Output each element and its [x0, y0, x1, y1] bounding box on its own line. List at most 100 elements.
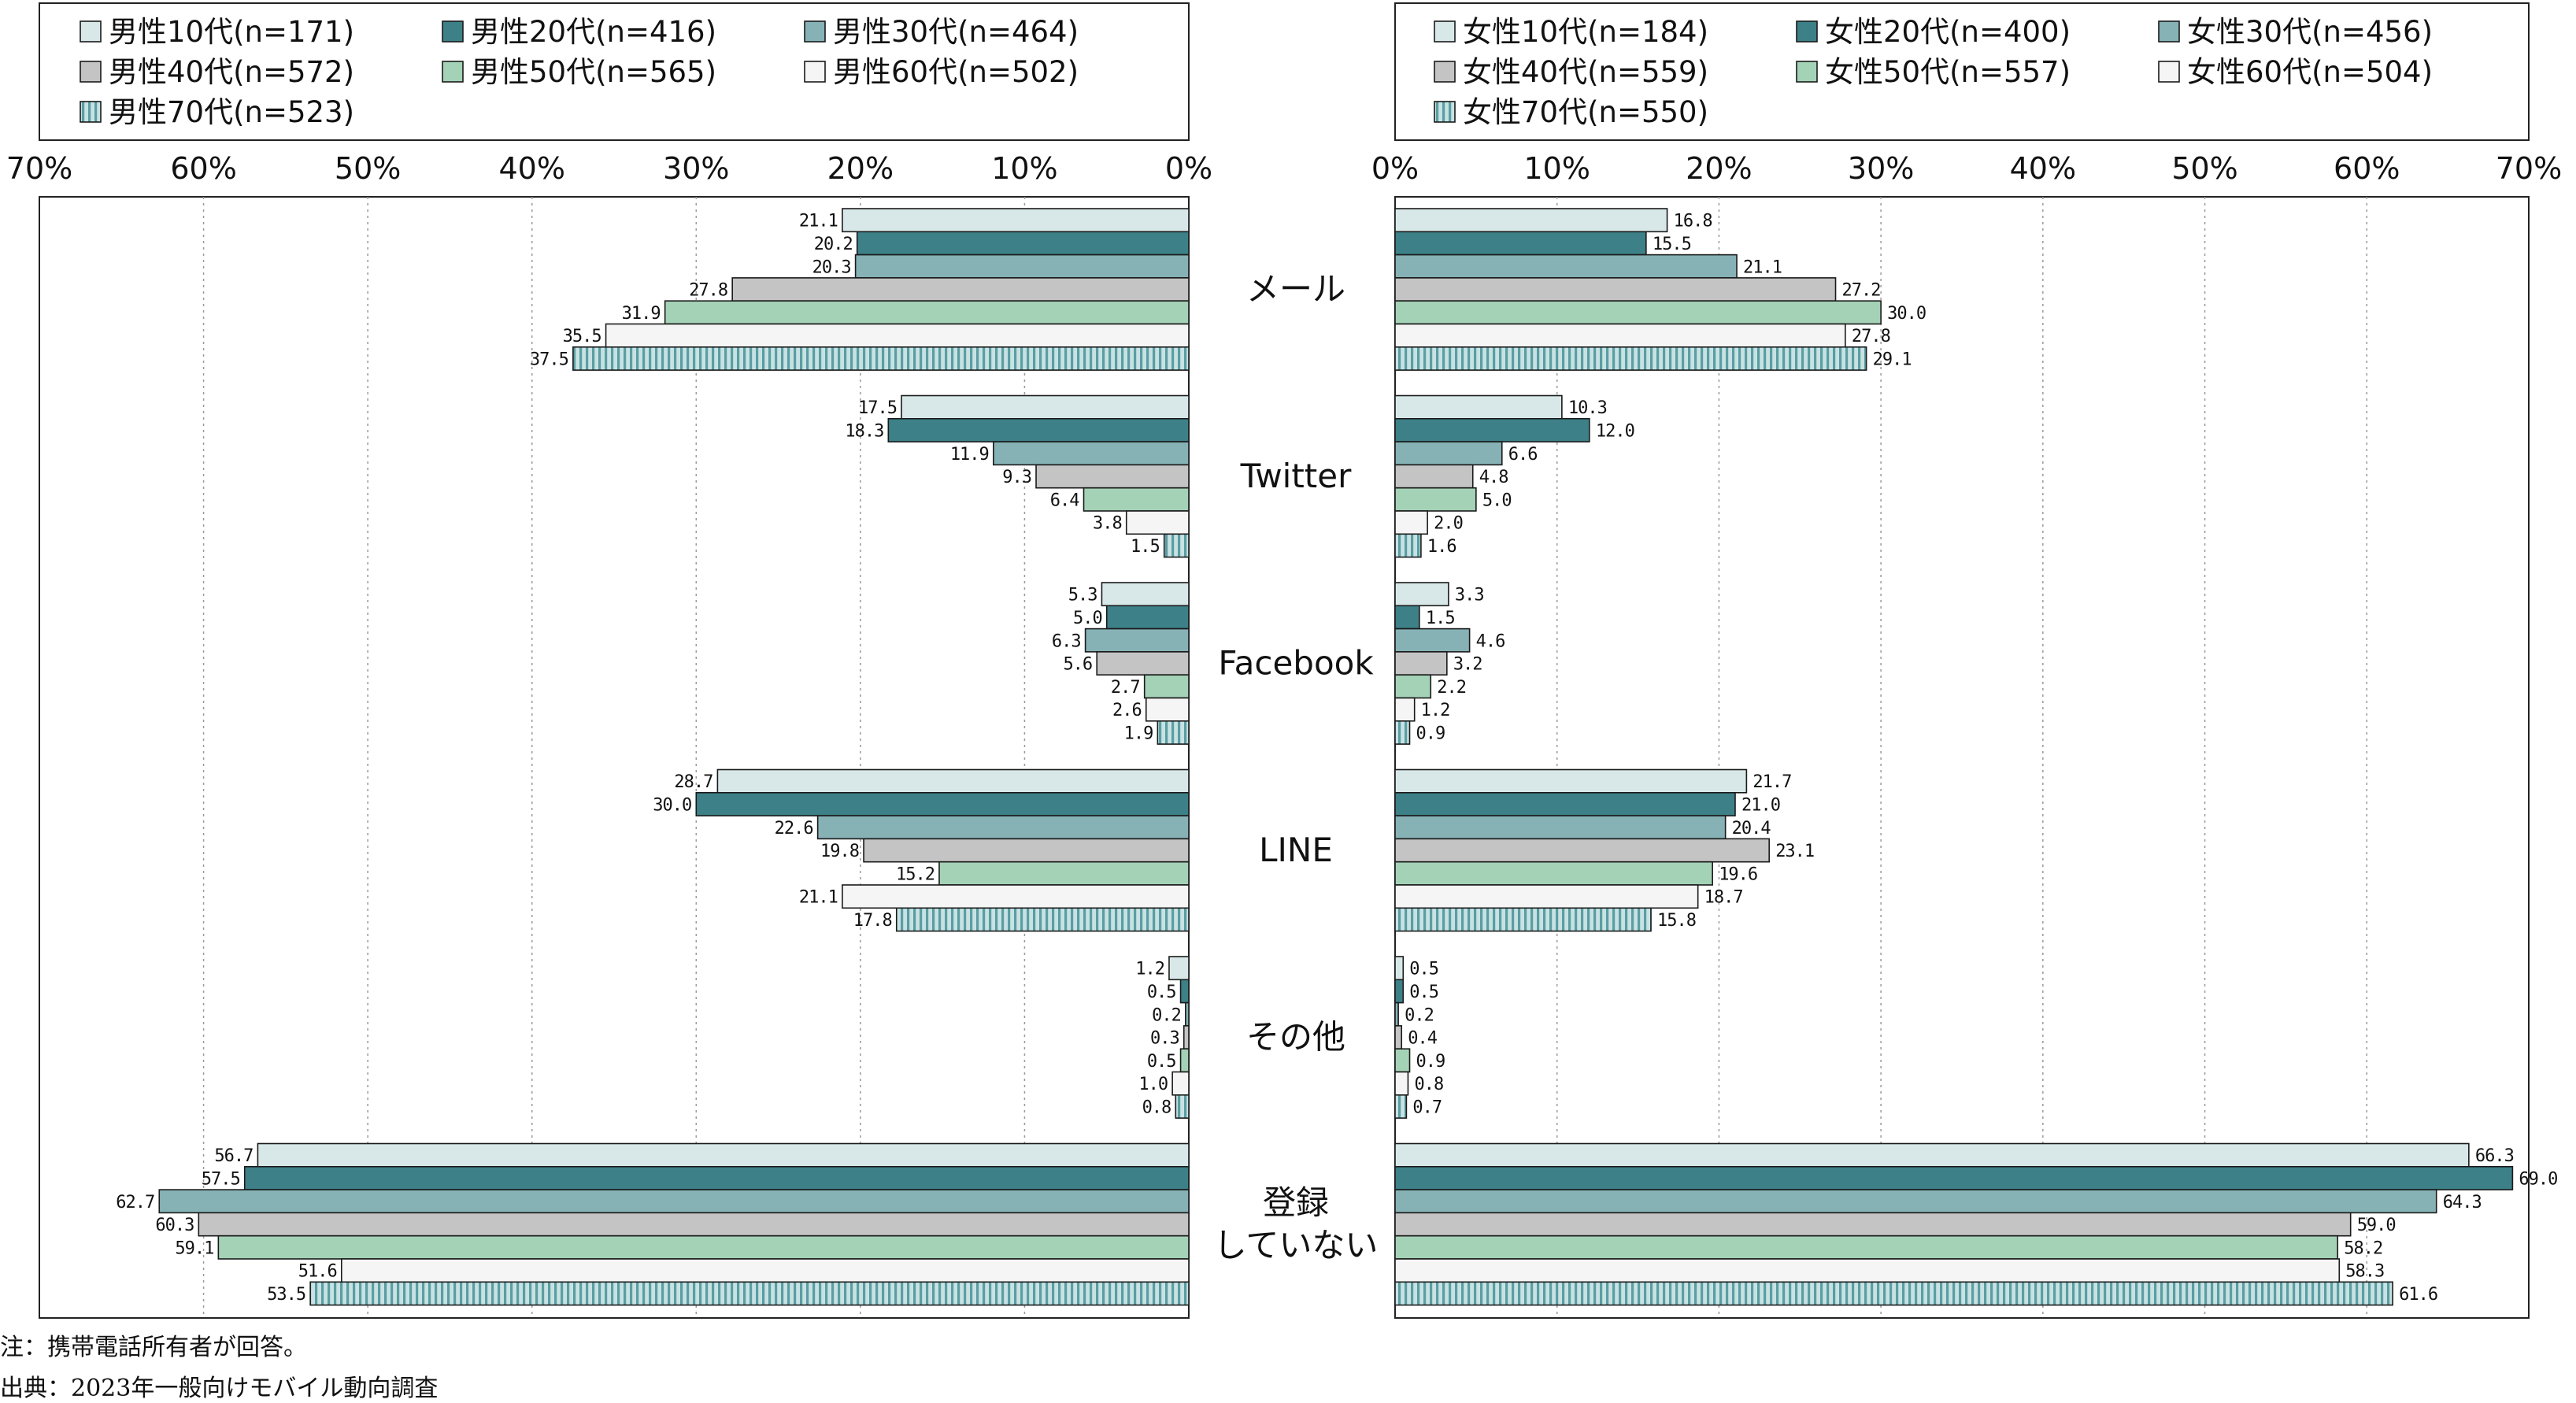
- female-bar: [1394, 1094, 1408, 1119]
- male-bar: [863, 838, 1190, 863]
- male-bar: [1105, 605, 1190, 630]
- male-data-label: 2.7: [1111, 678, 1140, 698]
- female-bar: [1394, 582, 1449, 607]
- male-x-tick-label: 50%: [335, 151, 401, 186]
- female-bar: [1394, 627, 1471, 653]
- female-data-label: 58.2: [2344, 1238, 2382, 1258]
- male-bar: [854, 254, 1190, 279]
- male-x-tick-label: 40%: [498, 151, 564, 186]
- male-bar: [1168, 956, 1190, 981]
- female-legend-swatch: [1796, 20, 1818, 43]
- male-data-label: 11.9: [950, 445, 989, 465]
- female-legend-swatch: [1434, 101, 1456, 123]
- male-bar: [901, 394, 1190, 420]
- male-data-label: 37.5: [530, 350, 568, 369]
- female-bar: [1394, 1281, 2393, 1306]
- male-x-tick-label: 10%: [991, 151, 1057, 186]
- male-data-label: 19.8: [820, 842, 859, 861]
- female-data-label: 10.3: [1568, 398, 1607, 418]
- male-data-label: 1.9: [1124, 724, 1153, 743]
- female-bar: [1394, 605, 1420, 630]
- female-data-label: 21.0: [1741, 795, 1780, 815]
- male-bar: [664, 300, 1190, 325]
- female-data-label: 61.6: [2399, 1285, 2437, 1305]
- female-bar: [1394, 979, 1405, 1004]
- female-bar: [1394, 1142, 2470, 1168]
- female-data-label: 0.8: [1414, 1075, 1443, 1094]
- female-bar: [1394, 768, 1748, 794]
- female-data-label: 4.6: [1476, 631, 1505, 651]
- female-data-label: 15.5: [1653, 235, 1691, 254]
- male-data-label: 6.3: [1052, 631, 1081, 651]
- male-data-label: 6.4: [1050, 490, 1079, 510]
- male-data-label: 0.2: [1152, 1005, 1181, 1025]
- male-bar: [842, 208, 1190, 233]
- male-bar: [1143, 674, 1190, 699]
- female-legend-entry: 女性10代(n=184): [1463, 15, 1708, 49]
- male-bar: [1179, 979, 1190, 1004]
- female-x-tick-label: 40%: [2010, 151, 2076, 186]
- female-bar: [1394, 394, 1563, 420]
- female-bar: [1394, 884, 1699, 909]
- female-bar: [1394, 815, 1727, 840]
- male-data-label: 3.8: [1093, 514, 1122, 534]
- male-data-label: 0.5: [1147, 1052, 1176, 1072]
- male-legend-entry: 男性40代(n=572): [109, 55, 354, 89]
- male-data-label: 22.6: [775, 819, 813, 838]
- male-bar: [887, 417, 1190, 442]
- female-legend-entry: 女性60代(n=504): [2187, 55, 2433, 89]
- female-bar: [1394, 254, 1738, 279]
- female-bar: [1394, 861, 1713, 886]
- male-data-label: 0.5: [1147, 983, 1176, 1002]
- female-data-label: 27.2: [1842, 281, 1881, 301]
- female-bar: [1394, 487, 1477, 512]
- female-bar: [1394, 651, 1448, 676]
- male-bar: [1175, 1094, 1190, 1119]
- female-bar: [1394, 1048, 1411, 1073]
- source-note: 出典：2023年一般向けモバイル動向調査: [0, 1375, 439, 1402]
- female-legend-entry: 女性50代(n=557): [1825, 55, 2071, 89]
- female-data-label: 3.2: [1453, 655, 1482, 675]
- female-data-label: 58.3: [2345, 1262, 2384, 1282]
- female-data-label: 59.0: [2357, 1216, 2396, 1235]
- female-bar: [1394, 791, 1736, 816]
- male-data-label: 9.3: [1002, 468, 1031, 487]
- male-data-label: 1.2: [1135, 960, 1164, 979]
- female-bar: [1394, 208, 1668, 233]
- female-data-label: 21.7: [1752, 772, 1791, 792]
- male-legend-swatch: [80, 61, 102, 83]
- female-data-label: 16.8: [1674, 212, 1712, 231]
- male-legend-entry: 男性60代(n=502): [833, 55, 1079, 89]
- female-bar: [1394, 697, 1416, 722]
- male-data-label: 35.5: [563, 327, 601, 346]
- female-data-label: 0.7: [1412, 1098, 1442, 1117]
- female-data-label: 23.1: [1775, 842, 1814, 861]
- female-bar: [1394, 674, 1432, 699]
- female-bar: [1394, 346, 1867, 371]
- female-data-label: 15.8: [1657, 911, 1696, 931]
- female-data-label: 4.8: [1479, 468, 1508, 487]
- male-data-label: 17.8: [853, 911, 892, 931]
- category-label: していない: [1214, 1226, 1379, 1264]
- male-data-label: 62.7: [116, 1193, 154, 1212]
- female-bar: [1394, 464, 1474, 489]
- male-bar: [243, 1166, 1190, 1190]
- female-bar: [1394, 441, 1503, 466]
- male-data-label: 57.5: [202, 1169, 240, 1189]
- female-legend-swatch: [2158, 20, 2180, 43]
- female-data-label: 1.2: [1421, 701, 1450, 720]
- male-data-label: 1.0: [1138, 1075, 1168, 1094]
- female-x-tick-label: 20%: [1686, 151, 1752, 186]
- female-data-label: 64.3: [2443, 1193, 2482, 1212]
- footnote: 注：携帯電話所有者が回答。: [0, 1334, 307, 1361]
- male-bar: [158, 1189, 1190, 1214]
- male-x-tick-label: 20%: [827, 151, 894, 186]
- male-bar: [198, 1212, 1190, 1237]
- male-data-label: 20.2: [814, 235, 853, 254]
- male-legend-swatch: [804, 61, 826, 83]
- male-data-label: 28.7: [674, 772, 712, 792]
- female-x-tick-label: 30%: [1848, 151, 1914, 186]
- female-data-label: 0.9: [1416, 724, 1445, 743]
- female-data-label: 2.0: [1434, 514, 1463, 534]
- female-legend-swatch: [2158, 61, 2180, 83]
